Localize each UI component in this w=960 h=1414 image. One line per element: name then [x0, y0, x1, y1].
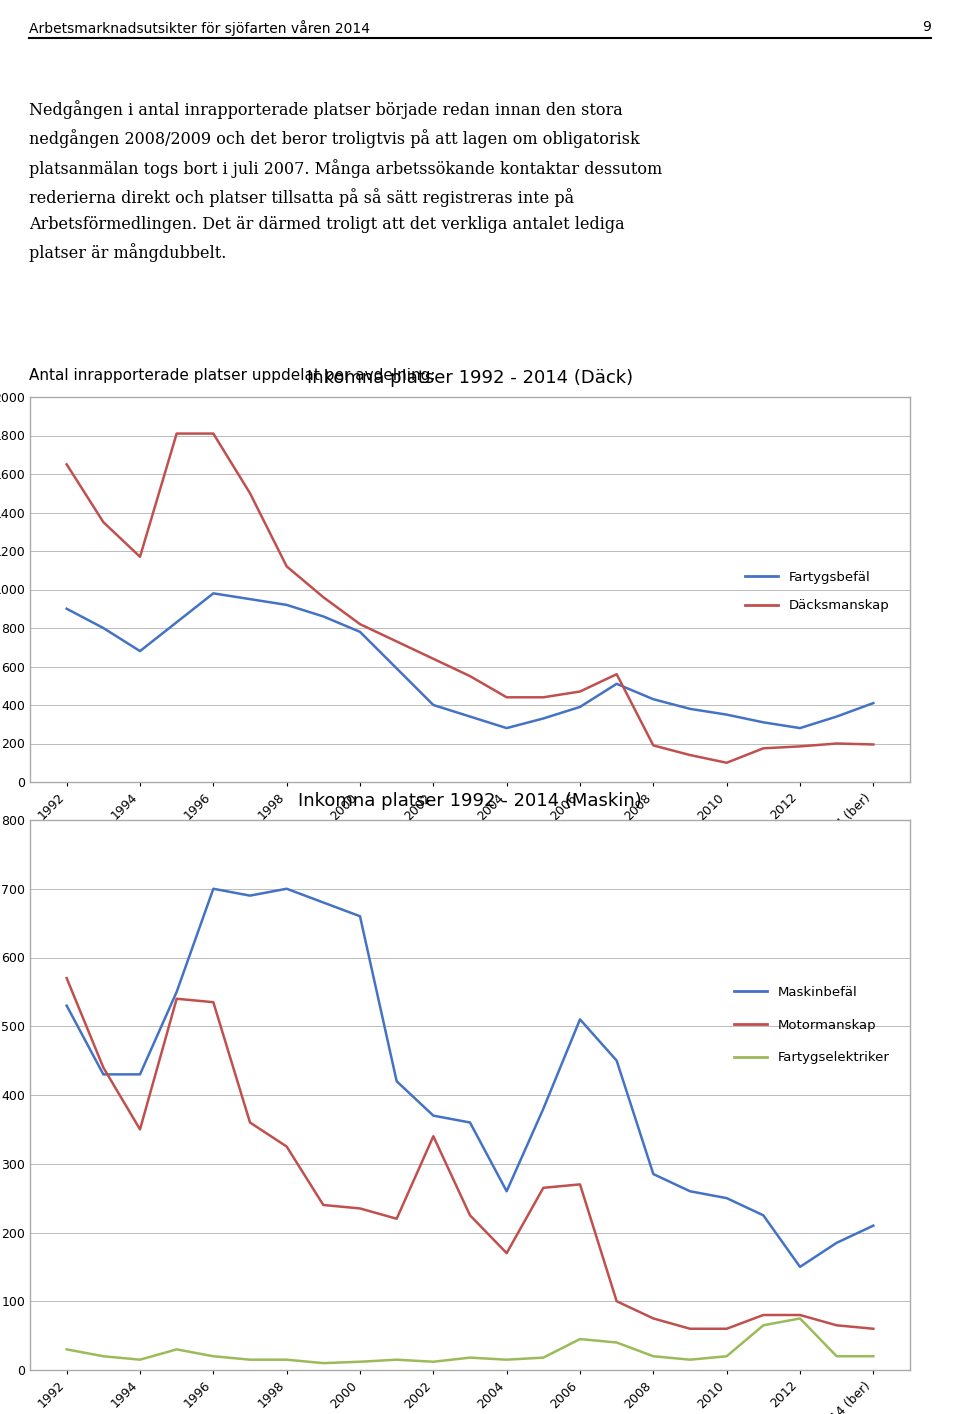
- Text: Arbetsmarknadsutsikter för sjöfarten våren 2014: Arbetsmarknadsutsikter för sjöfarten vår…: [29, 20, 370, 35]
- Title: Inkomna platser 1992 - 2014 (Däck): Inkomna platser 1992 - 2014 (Däck): [307, 369, 633, 387]
- Legend: Fartygsbefäl, Däcksmanskap: Fartygsbefäl, Däcksmanskap: [740, 566, 895, 618]
- Text: Antal inrapporterade platser uppdelat per avdelning:: Antal inrapporterade platser uppdelat pe…: [29, 368, 435, 383]
- Legend: Maskinbefäl, Motormanskap, Fartygselektriker: Maskinbefäl, Motormanskap, Fartygselektr…: [729, 980, 895, 1070]
- Text: Nedgången i antal inrapporterade platser började redan innan den stora
nedgången: Nedgången i antal inrapporterade platser…: [29, 100, 662, 263]
- Title: Inkomna platser 1992 - 2014 (Maskin): Inkomna platser 1992 - 2014 (Maskin): [299, 792, 642, 810]
- Text: 9: 9: [923, 20, 931, 34]
